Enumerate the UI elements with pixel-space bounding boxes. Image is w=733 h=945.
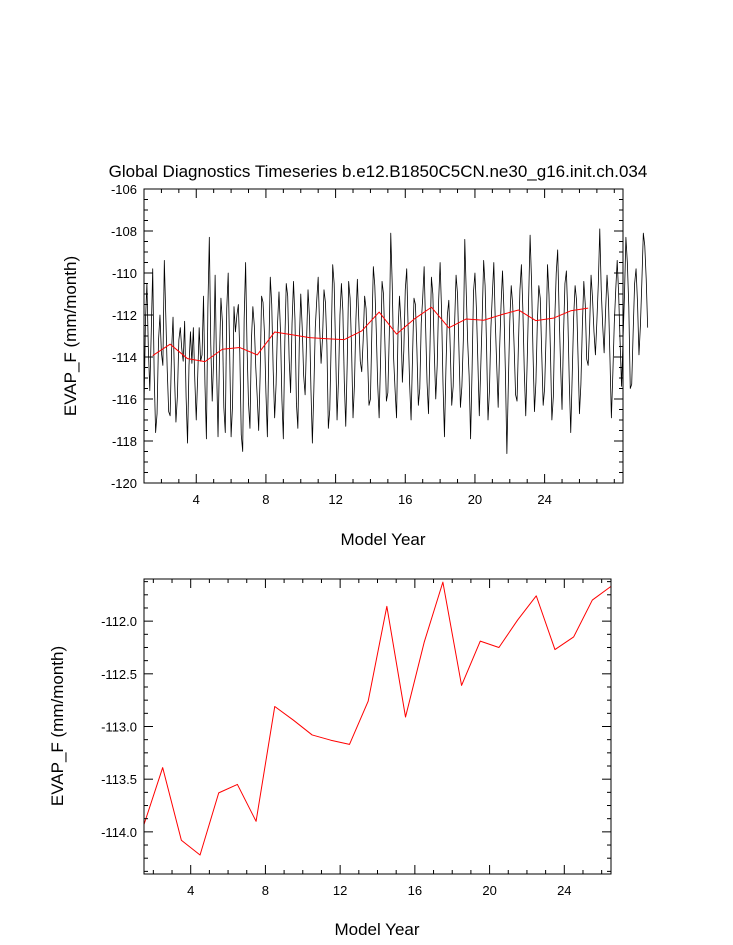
y-tick-label: -113.0 [101,720,137,735]
x-tick-label: 8 [262,492,269,507]
top-panel: Global Diagnostics Timeseries b.e12.B185… [61,162,649,549]
x-axis-label-top: Model Year [340,530,425,549]
x-tick-label: 8 [262,883,269,898]
series-line-top-annual [152,306,589,363]
x-tick-label: 16 [398,492,412,507]
x-tick-label: 12 [333,883,347,898]
y-axis-label-top: EVAP_F (mm/month) [61,256,80,416]
y-tick-label: -113.5 [101,772,137,787]
x-tick-label: 20 [482,883,496,898]
series-line-bottom-annual [143,581,612,856]
series-line-top-monthly [143,228,649,455]
plot-frame-bottom [143,578,612,875]
x-tick-label: 20 [468,492,482,507]
y-tick-label: -114.0 [101,825,137,840]
x-tick-label: 4 [187,883,194,898]
chart-title: Global Diagnostics Timeseries b.e12.B185… [109,162,648,181]
x-tick-label: 16 [408,883,422,898]
y-tick-label: -114 [112,350,137,365]
x-tick-label: 24 [557,883,571,898]
y-tick-label: -108 [111,224,137,239]
y-tick-label: -110 [112,266,137,281]
x-tick-label: 4 [193,492,200,507]
y-tick-label: -120 [111,476,137,491]
y-tick-label: -112.5 [101,667,137,682]
x-axis-label-bottom: Model Year [334,920,419,939]
y-tick-label: -112 [112,308,137,323]
y-tick-label: -118 [112,434,137,449]
x-tick-label: 12 [328,492,342,507]
x-tick-label: 24 [537,492,551,507]
bottom-panel: 4 8 12 16 20 24 -114.0 -113.5 -113.0 -112.5 -112.0… [48,578,612,939]
y-tick-label: -116 [112,392,137,407]
y-axis-label-bottom: EVAP_F (mm/month) [48,646,67,806]
y-tick-label: -112.0 [101,614,137,629]
y-tick-label: -106 [111,182,137,197]
